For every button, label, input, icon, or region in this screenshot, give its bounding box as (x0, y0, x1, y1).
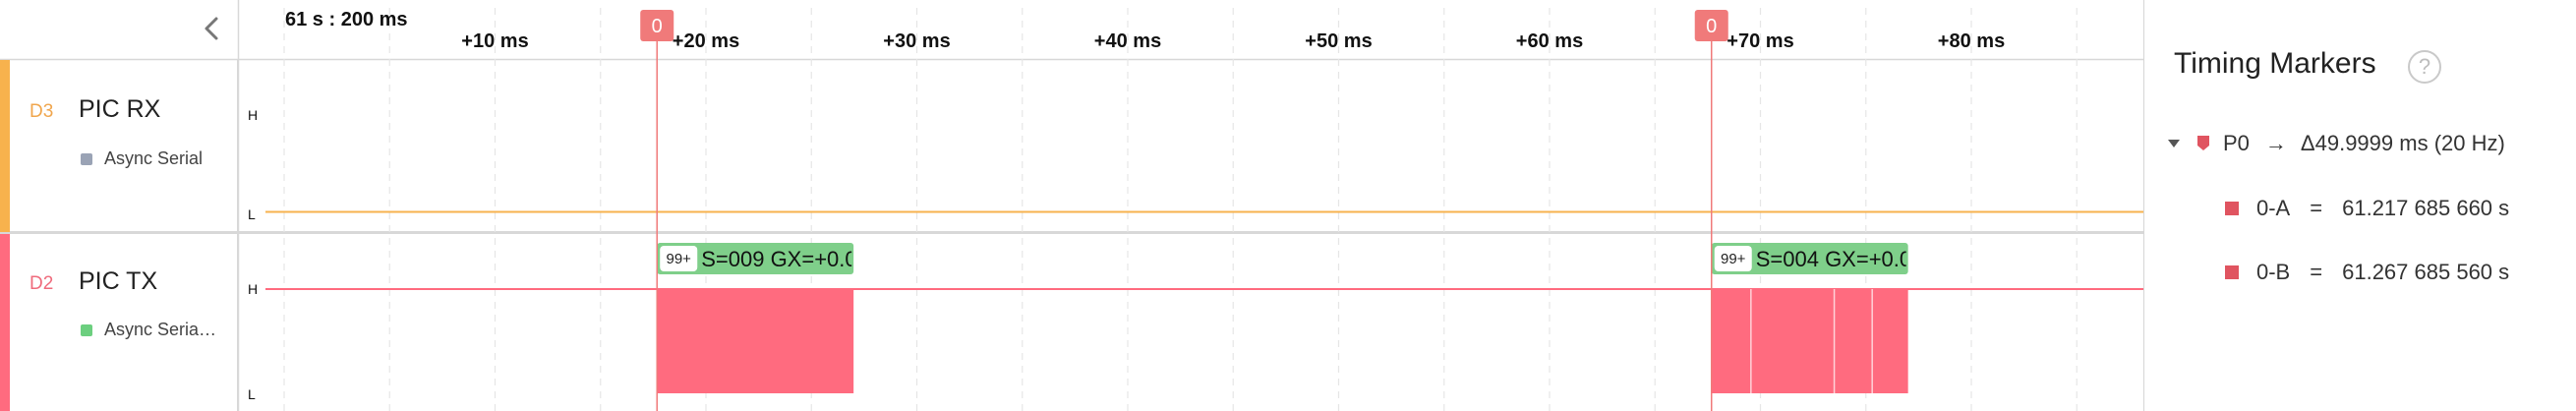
channel-id: D3 (29, 101, 54, 122)
marker-entry-value: 61.217 685 660 s (2342, 196, 2510, 220)
analyzer-color-dot (81, 323, 92, 336)
frame-background (657, 243, 854, 274)
timeline-tick-label: +80 ms (1938, 30, 2005, 52)
chevron-left-icon (205, 17, 218, 40)
marker-entry-row: 0-A = 61.217 685 660 s (2225, 196, 2509, 221)
channel-color-stripe (0, 234, 10, 411)
frame-text: S=004 GX=+0.0 (1756, 247, 1911, 271)
timeline-tick-label: +20 ms (673, 30, 739, 52)
arrow-right-icon: → (2264, 131, 2287, 155)
marker-flag-box (640, 10, 674, 41)
marker-pair-name: P0 (2223, 131, 2250, 155)
frame-count-badge (660, 246, 698, 271)
channel-header-d3[interactable]: D3 PIC RX Async Serial (0, 60, 238, 232)
help-icon[interactable]: ? (2408, 50, 2441, 84)
frame-count-label: 99+ (1721, 251, 1746, 267)
marker-entry-value: 61.267 685 560 s (2342, 260, 2510, 284)
marker-flag-label: 0 (1706, 16, 1717, 37)
timeline-origin-label: 61 s : 200 ms (285, 9, 408, 30)
marker-entry-row: 0-B = 61.267 685 560 s (2225, 260, 2509, 285)
timing-marker-flag[interactable]: 0 (1694, 10, 1728, 41)
channel-name[interactable]: PIC TX (79, 267, 158, 295)
level-low-label: L (248, 386, 256, 402)
channel-analyzer[interactable]: Async Serial (81, 148, 203, 169)
marker-pair-row[interactable]: P0 → Δ49.9999 ms (20 Hz) (2166, 131, 2505, 156)
timing-marker-flag[interactable]: 0 (640, 10, 674, 41)
signal-burst (1711, 289, 1908, 393)
frame-background (1711, 243, 1908, 274)
channel-color-stripe (0, 60, 10, 232)
decoded-frame: 99+ S=009 GX=+0.0 (657, 243, 856, 274)
timeline-tick-label: +10 ms (461, 30, 528, 52)
level-high-label: H (248, 281, 258, 297)
timeline-tick-label: +50 ms (1305, 30, 1372, 52)
frame-count-badge (1714, 246, 1752, 271)
level-high-label: H (248, 107, 258, 123)
marker-color-square (2225, 202, 2239, 215)
analyzer-color-dot (81, 152, 92, 165)
level-low-label: L (248, 206, 256, 222)
timeline-tick-label: +70 ms (1727, 30, 1793, 52)
marker-flag-label: 0 (652, 16, 663, 37)
analyzer-label: Async Seria… (104, 320, 217, 339)
marker-entry-label: 0-B (2256, 260, 2291, 284)
analyzer-label: Async Serial (104, 148, 204, 168)
marker-flag-box (1694, 10, 1728, 41)
timeline-tick-label: +30 ms (883, 30, 950, 52)
equals-sign: = (2310, 196, 2323, 220)
marker-flag-icon (2197, 136, 2209, 150)
frame-count-label: 99+ (667, 251, 692, 267)
equals-sign: = (2310, 260, 2323, 284)
waveform-view[interactable]: 61 s : 200 ms +10 ms +20 ms +30 ms +40 ms +50… (0, 0, 2143, 411)
channel-name[interactable]: PIC RX (79, 95, 161, 123)
marker-color-square (2225, 265, 2239, 279)
marker-entry-label: 0-A (2256, 196, 2291, 220)
decoded-frame: 99+ S=004 GX=+0.0 (1711, 243, 1911, 274)
collapse-sidebar-button[interactable] (195, 10, 228, 47)
signal-burst (657, 289, 854, 393)
panel-title: Timing Markers (2174, 47, 2376, 80)
channel-header-d2[interactable]: D2 PIC TX Async Seria… (0, 234, 238, 411)
timing-markers-panel: Timing Markers ? P0 → Δ49.9999 ms (20 Hz… (2143, 0, 2576, 411)
marker-delta: Δ49.9999 ms (20 Hz) (2300, 131, 2505, 155)
timeline-tick-label: +40 ms (1094, 30, 1161, 52)
frame-text: S=009 GX=+0.0 (701, 247, 856, 271)
channel-analyzer[interactable]: Async Seria… (81, 320, 216, 340)
caret-down-icon[interactable] (2166, 138, 2182, 149)
timeline-tick-label: +60 ms (1516, 30, 1583, 52)
channel-id: D2 (29, 273, 54, 294)
